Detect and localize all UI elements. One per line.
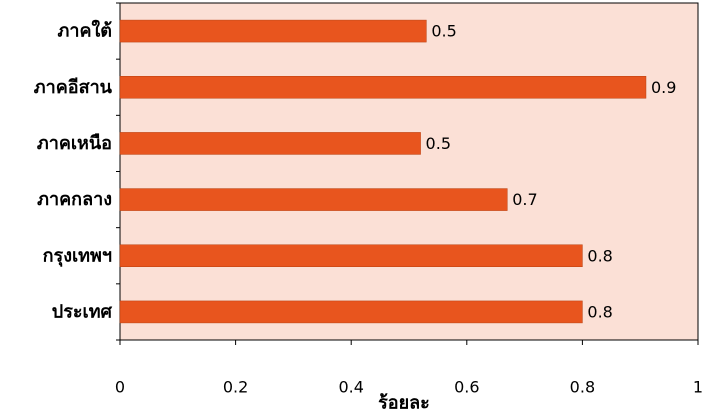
bars-group <box>119 19 647 324</box>
x-tick-label-1: 0.2 <box>223 378 248 397</box>
x-tick-label-4: 0.8 <box>570 378 595 397</box>
x-tick-label-2: 0.4 <box>338 378 363 397</box>
category-label-0: ภาคใต้ <box>58 20 113 42</box>
value-label-1: 0.9 <box>651 78 676 97</box>
plot-area <box>119 2 699 341</box>
bar-0 <box>119 19 427 43</box>
bar-5 <box>119 300 583 324</box>
value-label-5: 0.8 <box>587 302 612 321</box>
bar-3 <box>119 188 508 211</box>
value-label-0: 0.5 <box>431 22 456 41</box>
x-tick-label-5: 1 <box>693 378 703 397</box>
value-label-2: 0.5 <box>426 134 451 153</box>
bar-1 <box>119 76 647 99</box>
category-label-1: ภาคอีสาน <box>34 77 113 98</box>
x-ticks-group: 0 0.2 0.4 0.6 0.8 1 <box>115 340 703 397</box>
category-label-2: ภาคเหนือ <box>37 133 112 154</box>
category-label-3: ภาคกลาง <box>37 189 112 210</box>
category-labels-group: ภาคใต้ภาคอีสานภาคเหนือภาคกลางกรุงเทพฯประ… <box>34 2 120 341</box>
category-label-4: กรุงเทพฯ <box>43 245 112 267</box>
category-label-5: ประเทศ <box>52 301 113 322</box>
x-tick-label-0: 0 <box>115 378 125 397</box>
value-labels-group: 0.5 0.9 0.5 0.7 0.8 0.8 <box>426 22 677 322</box>
x-tick-label-3: 0.6 <box>454 378 479 397</box>
value-label-4: 0.8 <box>587 246 612 265</box>
bar-4 <box>119 244 583 267</box>
x-axis-label: ร้อยละ <box>378 393 430 414</box>
bar-2 <box>119 132 421 155</box>
value-label-3: 0.7 <box>512 190 537 209</box>
